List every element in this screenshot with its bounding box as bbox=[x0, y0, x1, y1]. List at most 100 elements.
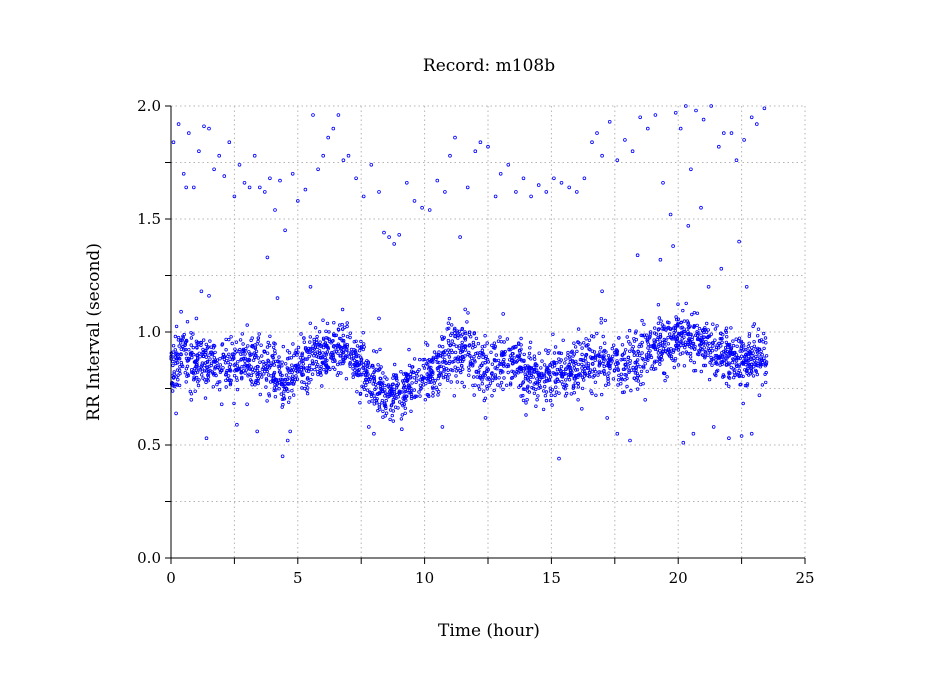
rr-point bbox=[459, 370, 463, 375]
rr-point bbox=[645, 355, 649, 359]
rr-point bbox=[412, 388, 416, 392]
rr-point bbox=[630, 347, 634, 351]
rr-point bbox=[391, 419, 395, 423]
rr-outlier-point bbox=[749, 431, 754, 436]
rr-outlier-point bbox=[361, 194, 366, 199]
rr-point bbox=[606, 379, 610, 384]
rr-point bbox=[558, 371, 562, 376]
rr-outlier-point bbox=[762, 106, 767, 111]
rr-point bbox=[640, 351, 644, 355]
rr-point bbox=[686, 322, 690, 326]
rr-point bbox=[706, 353, 710, 357]
rr-point bbox=[324, 363, 328, 367]
rr-point bbox=[620, 353, 624, 357]
rr-point bbox=[555, 377, 560, 382]
rr-point bbox=[656, 355, 661, 359]
rr-outlier-point bbox=[404, 181, 409, 185]
rr-point bbox=[519, 368, 523, 372]
rr-point bbox=[414, 380, 418, 384]
rr-point bbox=[383, 375, 387, 379]
rr-outlier-point bbox=[232, 194, 237, 199]
rr-point bbox=[737, 374, 741, 379]
rr-point bbox=[707, 334, 711, 338]
rr-point bbox=[361, 363, 365, 367]
rr-point bbox=[485, 341, 489, 345]
rr-point bbox=[301, 362, 306, 366]
rr-point bbox=[224, 348, 228, 352]
rr-point bbox=[298, 356, 303, 360]
rr-point bbox=[707, 377, 712, 382]
rr-point bbox=[702, 342, 706, 346]
rr-point bbox=[361, 331, 365, 335]
rr-point bbox=[228, 369, 233, 373]
rr-point bbox=[521, 393, 525, 398]
rr-point bbox=[573, 345, 578, 349]
rr-point bbox=[575, 373, 579, 378]
rr-point bbox=[409, 396, 414, 401]
rr-outlier-point bbox=[377, 190, 381, 194]
rr-point bbox=[452, 359, 456, 364]
rr-point bbox=[191, 332, 195, 336]
rr-outlier-point bbox=[399, 427, 404, 432]
rr-point bbox=[707, 348, 711, 353]
rr-point bbox=[617, 336, 621, 340]
rr-point bbox=[688, 340, 693, 344]
rr-point bbox=[695, 323, 699, 328]
rr-point bbox=[336, 351, 340, 355]
rr-point bbox=[407, 391, 411, 395]
rr-point bbox=[459, 363, 464, 368]
rr-outlier-point bbox=[387, 235, 391, 239]
rr-point bbox=[463, 330, 467, 334]
rr-point bbox=[432, 350, 437, 354]
rr-outlier-point bbox=[448, 153, 452, 158]
rr-point bbox=[750, 346, 754, 350]
rr-outlier-point bbox=[237, 163, 242, 167]
rr-point bbox=[264, 385, 268, 389]
rr-point bbox=[269, 363, 273, 367]
rr-point bbox=[567, 364, 571, 369]
rr-point bbox=[693, 347, 697, 351]
rr-point bbox=[210, 370, 215, 374]
rr-point bbox=[217, 380, 222, 384]
rr-point bbox=[351, 372, 355, 376]
rr-point bbox=[402, 399, 406, 404]
rr-point bbox=[314, 364, 319, 369]
rr-point bbox=[528, 346, 532, 350]
rr-point bbox=[594, 370, 598, 374]
rr-point bbox=[172, 370, 176, 374]
rr-point bbox=[537, 386, 541, 390]
rr-point bbox=[741, 360, 745, 365]
rr-point bbox=[583, 371, 587, 376]
rr-outlier-point bbox=[739, 434, 744, 438]
rr-point bbox=[381, 371, 385, 375]
rr-point bbox=[458, 344, 462, 348]
rr-point bbox=[424, 381, 428, 386]
rr-point bbox=[313, 345, 317, 349]
rr-point bbox=[575, 349, 579, 354]
rr-point bbox=[576, 381, 580, 385]
rr-point bbox=[522, 359, 526, 363]
rr-point bbox=[418, 357, 422, 362]
rr-point bbox=[611, 354, 615, 358]
rr-point bbox=[752, 344, 757, 348]
rr-point bbox=[352, 353, 356, 358]
rr-point bbox=[291, 368, 296, 372]
rr-point bbox=[224, 337, 228, 342]
rr-point bbox=[632, 368, 636, 372]
rr-point bbox=[208, 339, 212, 343]
rr-point bbox=[227, 337, 231, 342]
rr-outlier-point bbox=[440, 425, 445, 429]
rr-point bbox=[517, 354, 522, 358]
rr-point bbox=[224, 385, 228, 389]
rr-point bbox=[201, 350, 205, 355]
rr-point bbox=[547, 370, 552, 374]
rr-point bbox=[548, 398, 553, 403]
rr-point bbox=[713, 372, 717, 376]
rr-point bbox=[239, 369, 244, 374]
rr-outlier-point bbox=[645, 126, 650, 131]
rr-point bbox=[281, 344, 285, 349]
rr-point bbox=[351, 351, 356, 355]
rr-point bbox=[608, 356, 612, 360]
rr-point bbox=[602, 364, 606, 369]
rr-point bbox=[753, 362, 757, 366]
